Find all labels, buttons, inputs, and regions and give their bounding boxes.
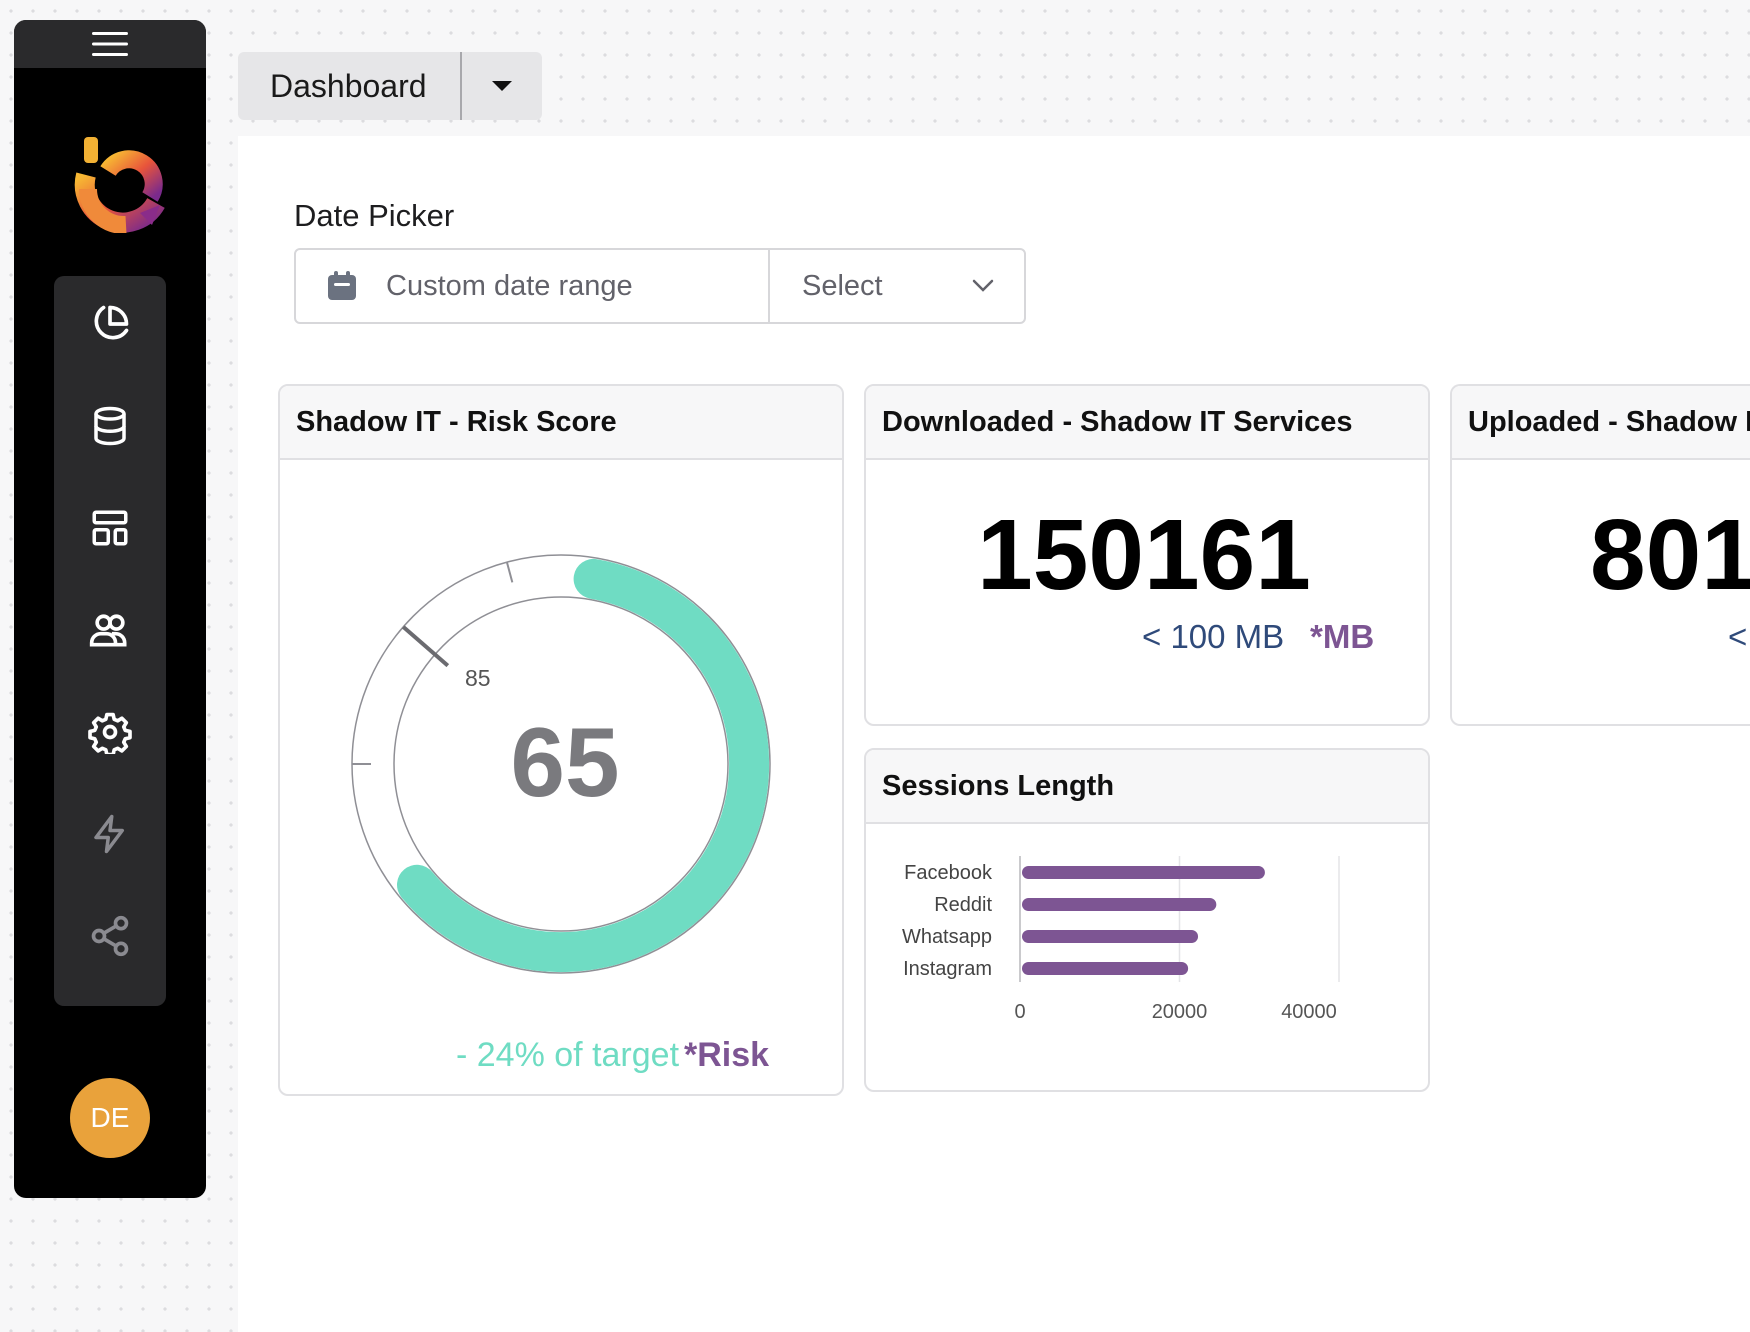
uploaded-value: 801 — [1590, 499, 1750, 611]
calendar-icon — [328, 271, 356, 300]
dashboard-select-label: Dashboard — [238, 52, 462, 120]
bar-instagram[interactable] — [1022, 962, 1189, 975]
sessions-card: Sessions Length Facebook Reddit Whatsapp In… — [864, 748, 1430, 1092]
sidebar-item-automation[interactable] — [80, 804, 140, 864]
sessions-bar-chart: Facebook Reddit Whatsapp Instagram 0 20000 400… — [902, 856, 1340, 1023]
sessions-title: Sessions Length — [866, 750, 1428, 824]
bar-reddit[interactable] — [1022, 898, 1217, 911]
gauge-value: 65 — [510, 707, 619, 817]
hamburger-icon[interactable] — [90, 31, 130, 57]
dashboard-canvas: Date Picker Custom date range Select Sha… — [238, 136, 1750, 1332]
sidebar-item-layouts[interactable] — [80, 498, 140, 558]
sidebar-nav — [54, 276, 166, 1006]
downloaded-value: 150161 — [977, 499, 1311, 611]
risk-target-text: - 24% of target — [456, 1036, 680, 1074]
date-range-button[interactable]: Custom date range — [296, 250, 770, 322]
x-tick-label: 20000 — [1152, 1001, 1208, 1023]
bar-label-whatsapp: Whatsapp — [902, 926, 992, 948]
uploaded-title: Uploaded - Shadow IT Services — [1452, 386, 1750, 460]
date-picker-title: Date Picker — [294, 198, 455, 233]
gear-icon — [88, 712, 132, 754]
gauge-value-arc — [397, 558, 770, 973]
bar-whatsapp[interactable] — [1022, 930, 1199, 943]
dashboard-select[interactable]: Dashboard — [238, 52, 542, 120]
sidebar-item-settings[interactable] — [80, 702, 140, 762]
sidebar-item-users[interactable] — [80, 600, 140, 660]
share-icon — [91, 915, 129, 957]
gauge-target-marker — [401, 625, 450, 668]
uploaded-card: Uploaded - Shadow IT Services 801 < — [1450, 384, 1750, 726]
gauge-target-label: 85 — [465, 665, 491, 691]
bar-label-instagram: Instagram — [903, 958, 992, 980]
database-icon — [94, 406, 126, 446]
layout-icon — [92, 510, 128, 546]
sidebar-top-bar — [14, 20, 206, 68]
date-picker: Custom date range Select — [294, 248, 1026, 324]
downloaded-unit: *MB — [1310, 618, 1375, 655]
brand-logo — [74, 137, 165, 233]
risk-unit: *Risk — [684, 1036, 770, 1074]
sidebar: DE — [14, 20, 206, 1198]
uploaded-compare: < — [1728, 618, 1748, 655]
date-select-label: Select — [802, 269, 883, 302]
sidebar-item-data[interactable] — [80, 396, 140, 456]
sidebar-item-analytics[interactable] — [80, 294, 140, 354]
bar-label-facebook: Facebook — [904, 862, 993, 884]
gauge-tick-mid — [505, 561, 514, 583]
caret-down-icon — [492, 81, 512, 91]
risk-score-title: Shadow IT - Risk Score — [280, 386, 842, 460]
x-tick-label: 40000 — [1281, 1001, 1337, 1023]
lightning-icon — [94, 814, 124, 854]
date-select-dropdown[interactable]: Select — [770, 250, 1024, 322]
x-tick-label: 0 — [1014, 1001, 1025, 1023]
risk-gauge: 85 65 — [351, 554, 771, 974]
pie-chart-icon — [94, 305, 129, 340]
downloaded-compare: < 100 MB — [1142, 618, 1285, 655]
bar-label-reddit: Reddit — [934, 894, 992, 916]
avatar[interactable]: DE — [70, 1078, 150, 1158]
date-range-label: Custom date range — [386, 269, 633, 302]
downloaded-title: Downloaded - Shadow IT Services — [866, 386, 1428, 460]
downloaded-card: Downloaded - Shadow IT Services 150161 <… — [864, 384, 1430, 726]
bar-facebook[interactable] — [1022, 866, 1265, 879]
risk-score-card: Shadow IT - Risk Score 85 65 - 24% of ta… — [278, 384, 844, 1096]
users-icon — [89, 614, 127, 647]
dashboard-dropdown-toggle[interactable] — [462, 80, 542, 92]
chevron-down-icon — [972, 279, 994, 292]
sidebar-item-integrations[interactable] — [80, 906, 140, 966]
